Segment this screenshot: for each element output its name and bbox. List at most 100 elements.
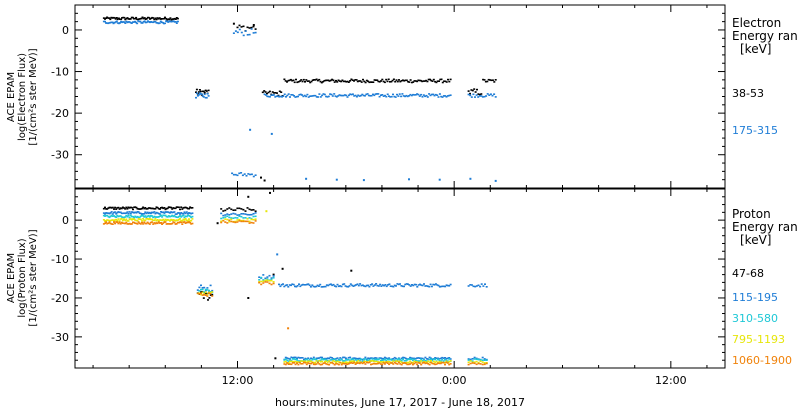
proton-data-point [167,215,170,217]
electron-data-point [135,21,138,24]
proton-data-point [147,207,150,209]
proton-data-point [118,211,121,214]
proton-data-point [395,362,398,365]
proton-data-point [121,219,124,222]
proton-data-point [134,211,137,214]
proton-data-point [473,356,476,359]
proton-data-point [339,361,342,364]
electron-data-point [105,22,107,24]
proton-data-point [208,297,211,299]
electron-data-point [271,91,274,93]
electron-data-point [369,95,372,97]
proton-data-point [166,223,169,225]
electron-data-point [372,81,375,83]
electron-data-point [135,16,138,19]
electron-data-point [144,21,147,24]
x-tick-label: 12:00 [655,374,687,387]
electron-data-point [386,80,389,83]
proton-data-point [136,223,139,225]
electron-data-point [436,80,439,82]
proton-data-point [330,357,333,359]
proton-data-point [411,363,414,366]
electron-data-point [400,80,403,82]
proton-data-point [413,357,416,360]
proton-data-point [363,361,365,364]
electron-data-point [123,21,126,23]
electron-data-point [357,94,360,97]
proton-data-point [448,285,451,287]
proton-data-point [252,218,255,221]
proton-data-point [441,361,444,364]
proton-data-point [307,357,310,359]
electron-data-point [469,177,472,180]
proton-data-point [315,285,318,288]
electron-data-point [401,93,404,95]
electron-data-point [301,94,303,96]
proton-data-point [211,294,214,296]
proton-data-point [279,285,282,288]
electron-data-point [313,94,316,97]
electron-data-point [145,17,148,20]
proton-data-point [244,220,247,223]
electron-data-point [289,96,291,98]
proton-data-point [357,284,360,287]
proton-data-point [130,223,133,225]
proton-data-point [129,206,132,209]
proton-data-point [306,283,308,286]
proton-data-point [175,216,178,218]
electron-data-point [342,94,345,97]
proton-data-point [144,222,147,225]
proton-data-point [445,357,448,360]
proton-data-point [184,218,187,220]
proton-data-point [203,293,206,295]
proton-data-point [290,360,293,363]
proton-data-point [160,222,162,224]
electron-data-point [293,95,295,97]
proton-data-point [204,288,207,291]
proton-data-point [105,208,108,210]
proton-data-point [379,283,382,286]
proton-data-point [102,212,105,214]
proton-data-point [188,214,190,217]
electron-data-point [313,79,316,81]
electron-data-point [367,94,370,97]
proton-data-point [130,215,133,218]
electron-data-point [307,96,310,98]
proton-data-point [111,206,114,209]
proton-data-point [392,363,395,365]
proton-data-point [232,209,235,211]
proton-data-point [314,361,317,364]
proton-data-point [428,361,431,363]
proton-data-point [189,215,192,218]
proton-data-point [336,359,339,362]
proton-data-point [258,276,261,278]
proton-data-point [117,215,120,218]
electron-plot-frame [74,4,726,189]
electron-data-point [109,21,112,24]
electron-data-point [393,95,396,98]
proton-data-point [186,207,189,210]
proton-data-point [292,283,295,286]
proton-data-point [356,361,358,363]
proton-data-point [396,283,399,285]
proton-data-point [342,362,345,365]
proton-data-point [246,220,249,223]
electron-data-point [288,79,291,82]
electron-data-point [298,94,301,96]
electron-data-point [198,92,201,94]
proton-data-point [371,283,374,285]
electron-data-point [202,96,205,98]
proton-data-point [107,212,110,214]
electron-data-point [158,17,161,19]
proton-data-point [109,222,112,225]
electron-data-point [436,94,439,96]
proton-data-point [428,285,431,288]
proton-data-point [175,219,178,221]
electron-data-point [137,18,140,21]
electron-data-point [274,96,277,98]
electron-data-point [303,94,306,97]
electron-data-point [174,18,177,20]
proton-data-point [156,206,159,209]
electron-legend-title-3: [keV] [740,42,771,56]
proton-data-point [185,207,188,209]
